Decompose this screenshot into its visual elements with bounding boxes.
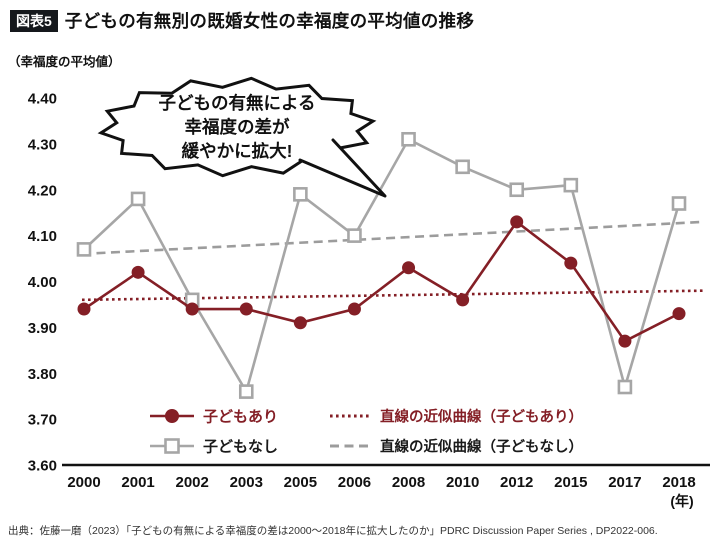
data-point-without-children — [509, 182, 525, 198]
annotation-bubble: 子どもの有無による 幸福度の差が 緩やかに拡大! — [97, 76, 387, 198]
x-tick-label: 2017 — [608, 474, 641, 491]
x-tick-label: 2005 — [284, 474, 317, 491]
x-tick-label: 2000 — [67, 474, 100, 491]
x-tick-label: 2001 — [121, 474, 154, 491]
series-line-with-children — [83, 220, 680, 343]
bubble-tail — [298, 138, 387, 198]
figure-badge: 図表5 — [10, 9, 58, 32]
x-tick-label: 2012 — [500, 474, 533, 491]
trendline-without-children — [81, 220, 704, 256]
y-tick-label: 4.20 — [28, 182, 57, 199]
x-tick-label: 2018 — [662, 474, 695, 491]
legend-series-label: 子どもなし — [203, 439, 278, 456]
chart-axes: 4.40 4.30 4.20 4.10 4.00 3.90 3.80 3.70 3.60 2000… — [28, 91, 710, 509]
x-axis-unit-label: (年) — [670, 493, 693, 509]
legend-trend-label: 直線の近似曲線（子どもあり） — [380, 408, 583, 426]
y-tick-label: 3.90 — [28, 320, 57, 337]
annotation-line-2: 幸福度の差が — [185, 117, 290, 137]
data-point-with-children — [131, 265, 145, 279]
data-point-without-children — [293, 187, 308, 202]
data-point-with-children — [672, 307, 686, 321]
annotation-line-1: 子どもの有無による — [159, 93, 316, 113]
data-point-without-children — [617, 379, 633, 395]
x-tick-label: 2008 — [392, 474, 425, 491]
data-point-without-children — [76, 242, 92, 257]
x-tick-label: 2010 — [446, 474, 479, 491]
data-point-without-children — [238, 384, 254, 399]
y-tick-label: 3.70 — [28, 412, 57, 429]
data-point-with-children — [618, 334, 632, 348]
y-tick-label: 4.30 — [28, 136, 57, 153]
data-point-without-children — [347, 228, 362, 243]
data-point-without-children — [130, 191, 146, 207]
data-point-without-children — [401, 131, 416, 147]
legend-series-label: 子どもあり — [203, 409, 278, 426]
data-point-with-children — [456, 293, 470, 307]
data-point-with-children — [347, 302, 361, 316]
x-tick-label: 2003 — [230, 474, 263, 491]
data-point-without-children — [455, 159, 470, 175]
data-point-without-children — [563, 177, 579, 193]
data-point-with-children — [510, 215, 524, 229]
y-axis-unit-label: （幸福度の平均値） — [8, 55, 121, 69]
bubble-shape — [97, 76, 387, 198]
data-point-with-children — [185, 302, 199, 316]
y-tick-label: 3.80 — [28, 366, 57, 383]
annotation-line-3: 緩やかに拡大! — [182, 141, 293, 161]
x-tick-label: 2015 — [554, 474, 587, 491]
legend-trend-label: 直線の近似曲線（子どもなし） — [380, 438, 583, 456]
y-tick-label: 4.00 — [28, 274, 57, 291]
y-tick-label: 3.60 — [28, 458, 57, 475]
happiness-chart: 4.40 4.30 4.20 4.10 4.00 3.90 3.80 3.70 3.60 2000… — [28, 76, 710, 509]
chart-series — [76, 131, 687, 399]
data-point-with-children — [77, 302, 91, 316]
page-title: 子どもの有無別の既婚女性の幸福度の平均値の推移 — [64, 11, 475, 31]
chart-trendlines — [81, 220, 704, 302]
legend-marker-circle-icon — [165, 409, 179, 423]
series-line-without-children — [83, 137, 681, 395]
legend-marker-square-icon — [164, 438, 180, 454]
source-citation: 出典：佐藤一磨（2023）「子どもの有無による幸福度の差は2000〜2018年に… — [8, 525, 658, 537]
data-point-with-children — [239, 302, 253, 316]
data-point-with-children — [564, 256, 578, 270]
y-tick-label: 4.40 — [28, 91, 57, 108]
data-point-with-children — [402, 261, 416, 275]
data-point-with-children — [293, 316, 307, 330]
x-tick-label: 2006 — [338, 474, 371, 491]
chart-legend: 子どもあり 直線の近似曲線（子どもあり） 子どもなし 直線の近似曲線（子どもなし） — [150, 408, 583, 456]
x-tick-label: 2002 — [175, 474, 208, 491]
chart-header: 図表5 子どもの有無別の既婚女性の幸福度の平均値の推移 — [10, 8, 474, 33]
data-point-without-children — [671, 196, 687, 211]
y-tick-label: 4.10 — [28, 228, 57, 245]
